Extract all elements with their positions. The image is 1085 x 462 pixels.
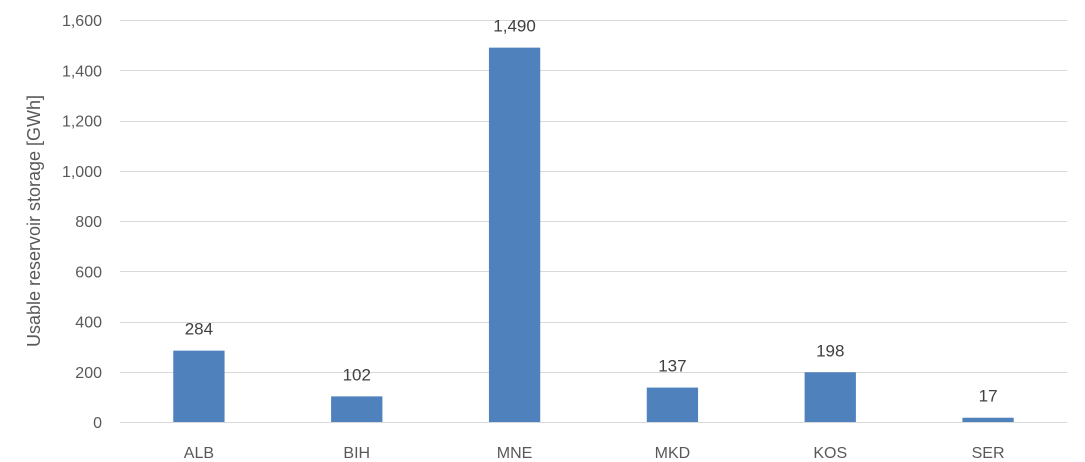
data-label: 1,490	[493, 17, 536, 36]
x-tick-labels: ALB BIH MNE MKD KOS SER	[184, 445, 1005, 462]
bar-mne	[488, 47, 541, 422]
bar-kos	[804, 372, 856, 422]
bars	[173, 47, 1014, 422]
x-tick-label: KOS	[813, 445, 847, 462]
x-tick-label: MKD	[655, 445, 691, 462]
bar-bih	[331, 396, 383, 422]
y-tick-label: 0	[93, 415, 102, 432]
x-tick-label: SER	[972, 445, 1005, 462]
y-tick-label: 1,200	[62, 114, 102, 131]
data-label: 102	[343, 365, 371, 384]
y-tick-label: 1,600	[62, 13, 102, 30]
y-tick-label: 200	[75, 365, 102, 382]
y-tick-label: 600	[75, 264, 102, 281]
bar-ser	[962, 417, 1014, 422]
x-tick-label: BIH	[343, 445, 370, 462]
data-labels: 284 102 1,490 137 198 17	[185, 17, 998, 406]
gridlines	[120, 20, 1067, 423]
data-label: 284	[185, 320, 213, 339]
y-axis-title: Usable reservoir storage [GWh]	[24, 95, 44, 347]
y-tick-label: 800	[75, 214, 102, 231]
y-tick-label: 400	[75, 315, 102, 332]
data-label: 137	[658, 357, 686, 376]
x-tick-label: ALB	[184, 445, 214, 462]
y-tick-label: 1,000	[62, 164, 102, 181]
bar-mkd	[646, 387, 699, 422]
data-label: 198	[816, 341, 844, 360]
x-tick-label: MNE	[497, 445, 533, 462]
y-tick-label: 1,400	[62, 63, 102, 80]
bar-alb	[173, 350, 225, 422]
data-label: 17	[979, 387, 998, 406]
y-tick-labels: 0 200 400 600 800 1,000 1,200 1,400 1,600	[62, 13, 102, 432]
